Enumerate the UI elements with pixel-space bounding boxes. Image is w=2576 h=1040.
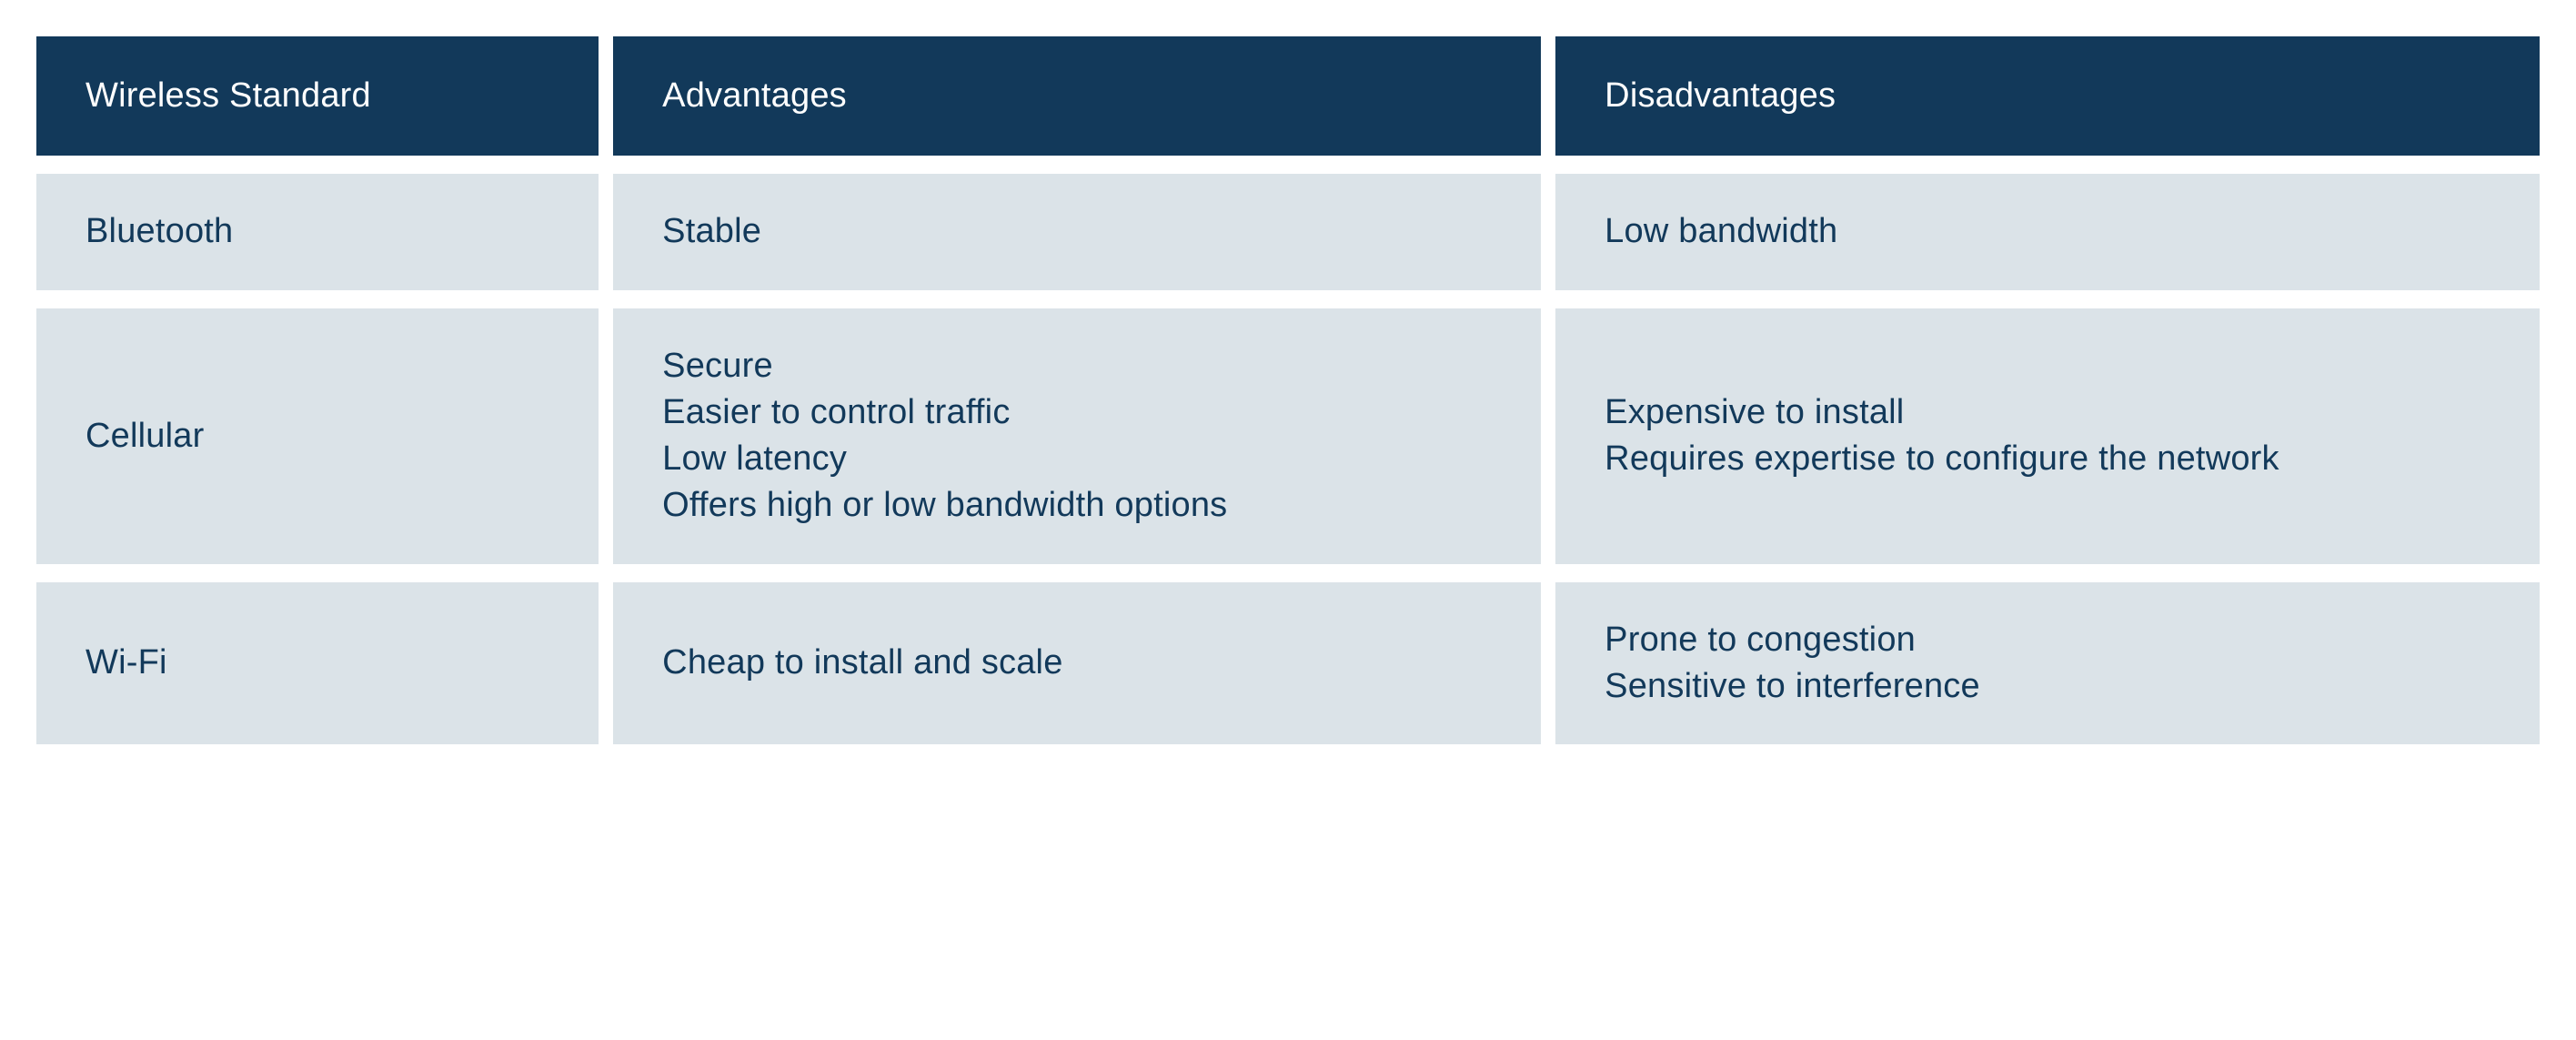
- table-cell: Stable: [613, 174, 1541, 289]
- table-cell: Cellular: [36, 308, 599, 564]
- disadvantages-text: Prone to congestion Sensitive to interfe…: [1605, 617, 2490, 711]
- standard-name: Cellular: [86, 413, 549, 459]
- wireless-standards-table: Wireless Standard Advantages Disadvantag…: [36, 36, 2540, 744]
- table-cell: Low bandwidth: [1555, 174, 2540, 289]
- table-cell: Expensive to install Requires expertise …: [1555, 308, 2540, 564]
- advantages-text: Secure Easier to control traffic Low lat…: [662, 343, 1492, 530]
- table-cell: Cheap to install and scale: [613, 582, 1541, 745]
- table-header-cell: Wireless Standard: [36, 36, 599, 156]
- table-cell: Wi-Fi: [36, 582, 599, 745]
- table-header-cell: Advantages: [613, 36, 1541, 156]
- table-cell: Prone to congestion Sensitive to interfe…: [1555, 582, 2540, 745]
- table-cell: Bluetooth: [36, 174, 599, 289]
- table-cell: Secure Easier to control traffic Low lat…: [613, 308, 1541, 564]
- column-header-standard: Wireless Standard: [86, 73, 549, 119]
- disadvantages-text: Expensive to install Requires expertise …: [1605, 389, 2490, 483]
- table-header-cell: Disadvantages: [1555, 36, 2540, 156]
- standard-name: Wi-Fi: [86, 640, 549, 686]
- column-header-disadvantages: Disadvantages: [1605, 73, 2490, 119]
- standard-name: Bluetooth: [86, 208, 549, 255]
- column-header-advantages: Advantages: [662, 73, 1492, 119]
- advantages-text: Stable: [662, 208, 1492, 255]
- advantages-text: Cheap to install and scale: [662, 640, 1492, 686]
- disadvantages-text: Low bandwidth: [1605, 208, 2490, 255]
